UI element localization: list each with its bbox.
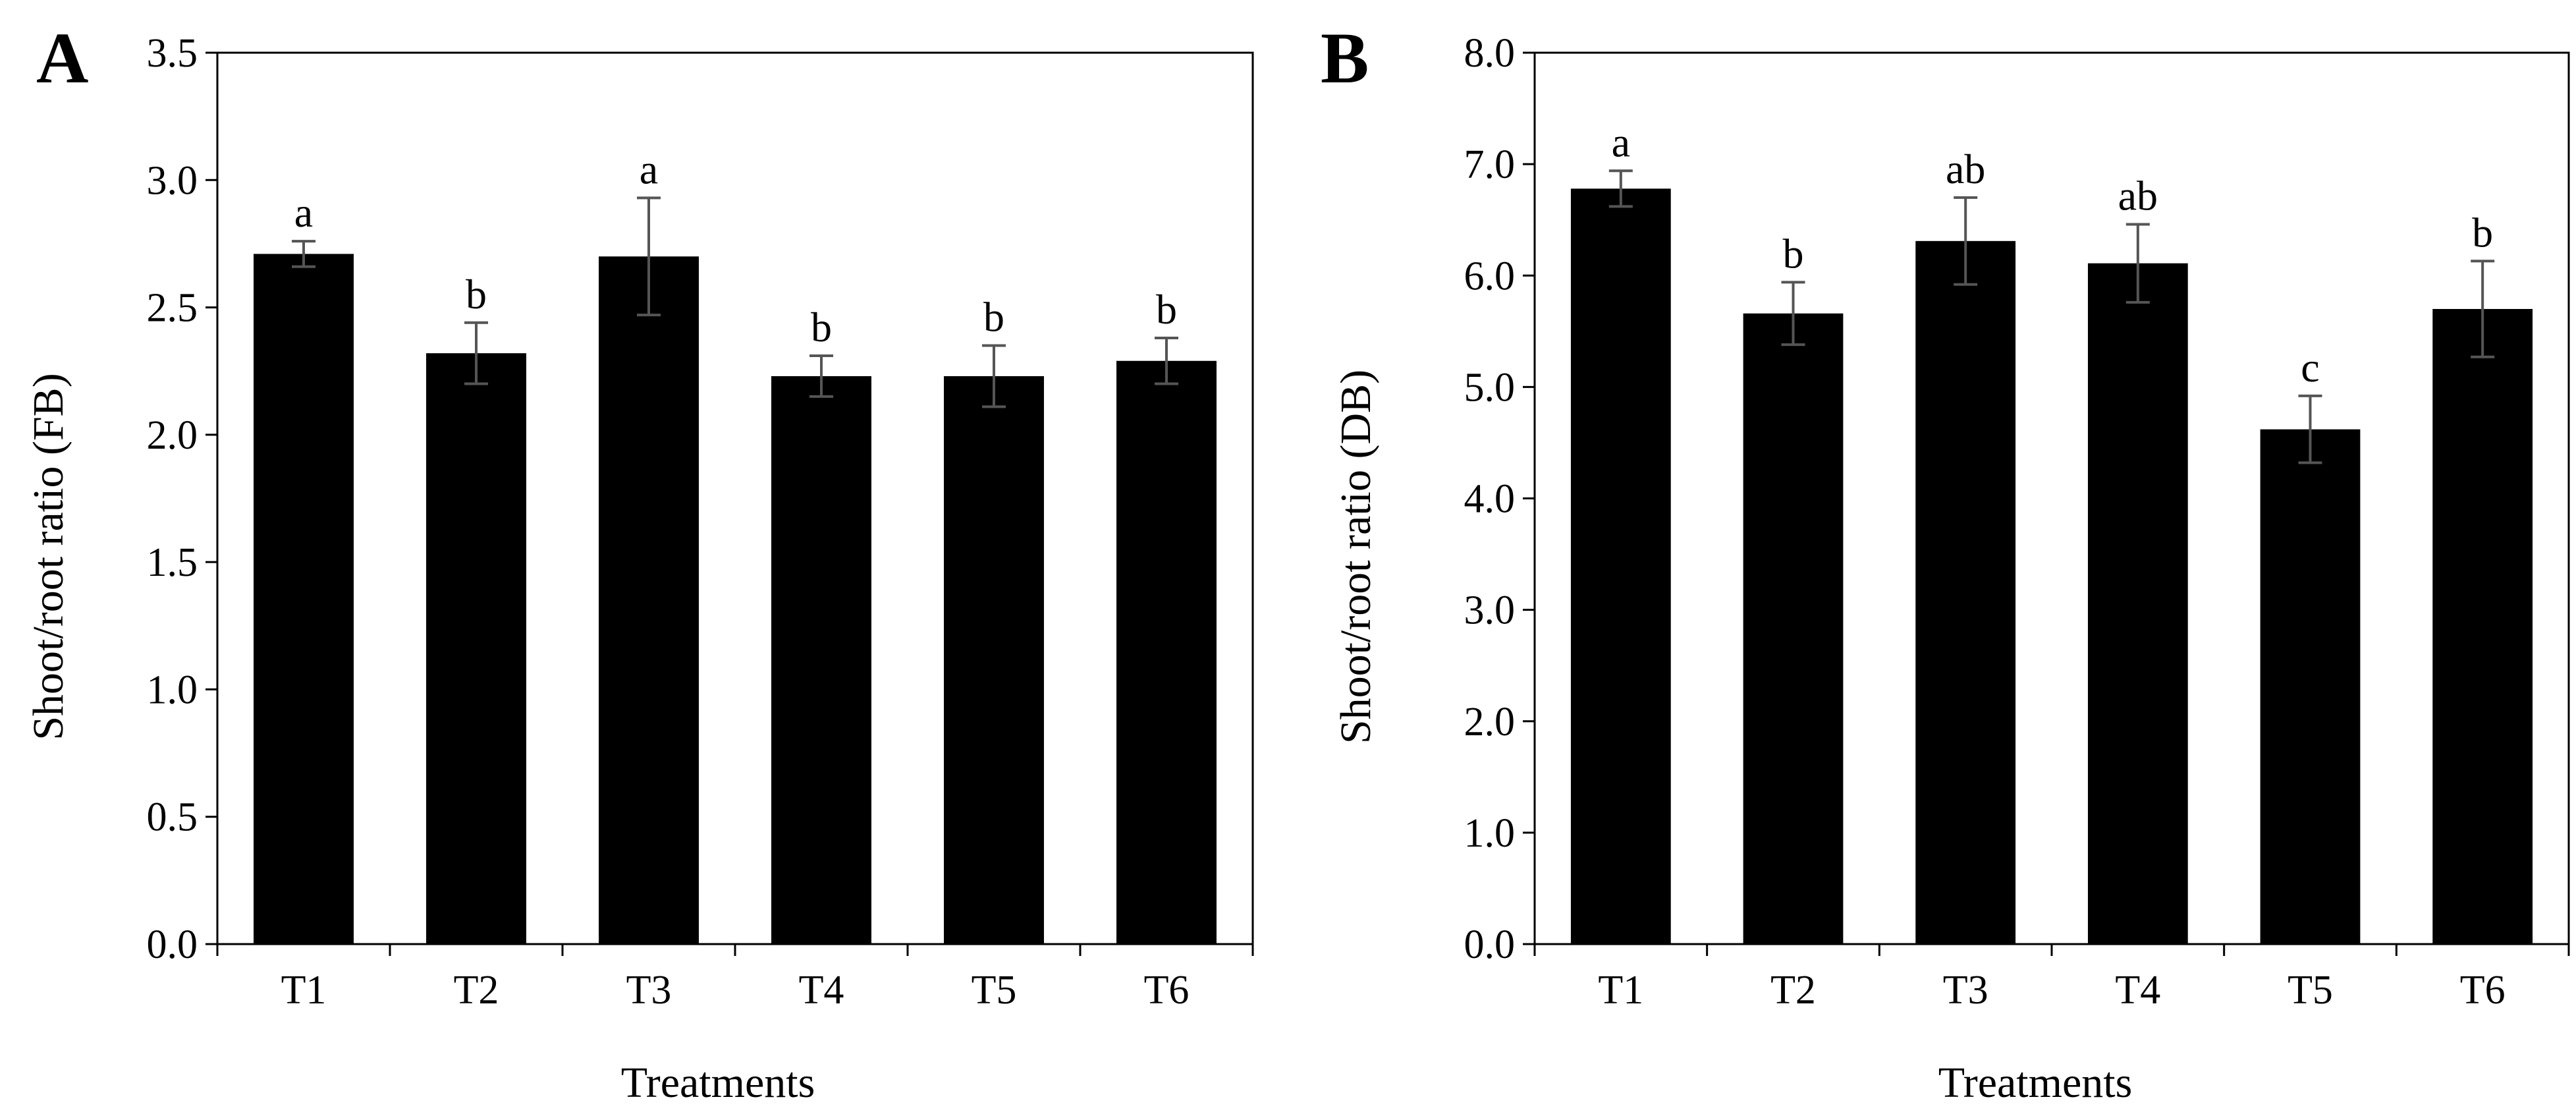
panel-a-letter: A [36,18,88,98]
panel-a-x-axis-title: Treatments [621,1059,815,1107]
panel-b-y-tick-label: 2.0 [1464,700,1516,744]
panel-b-y-tick-label: 4.0 [1464,477,1516,522]
panel-a-significance-T6: b [1156,286,1177,333]
panel-a-bar-T3 [599,256,699,945]
panel-b-bar-T5 [2260,429,2361,944]
panel-a-error-bar-T2 [464,321,488,385]
panel-b-error-bar-T5 [2298,394,2322,464]
panel-b-y-tick-label: 8.0 [1464,31,1516,76]
panel-b-x-tick-label-T3: T3 [1943,968,1988,1013]
panel-a: A Shoot/root ratio (FB) Treatments 0.0 0.… [24,18,1254,1107]
panel-b-significance-T5: c [2301,344,2319,391]
panel-a-bar-T2 [426,353,526,944]
panel-a-bar-T6 [1116,360,1217,944]
panel-a-error-bar-T3 [637,196,661,317]
panel-a-bar-T1 [254,254,354,945]
panel-b: B Shoot/root ratio (DB) Treatments 0.0 1.… [1321,18,2570,1107]
panel-b-significance-T3: ab [1946,146,1985,192]
panel-a-y-axis-title: Shoot/root ratio (FB) [24,373,72,740]
panel-a-significance-T2: b [466,271,487,318]
panel-b-y-axis-title: Shoot/root ratio (DB) [1332,370,1380,744]
panel-a-plot-frame [216,51,1254,945]
panel-b-y-tick-label: 3.0 [1464,588,1516,633]
panel-a-error-bar-T6 [1155,336,1178,385]
panel-b-significance-T2: b [1783,230,1804,277]
panel-b-error-bar-T2 [1781,281,1805,347]
panel-a-y-tick-label: 0.0 [147,922,198,967]
panel-b-significance-T4: ab [2118,172,2158,219]
panel-a-y-tick-label: 3.5 [147,31,198,76]
panel-b-letter: B [1321,18,1369,98]
panel-a-significance-T4: b [811,304,832,350]
panel-a-error-bar-T5 [982,344,1006,408]
panel-a-x-tick-label-T5: T5 [972,968,1017,1013]
panel-a-significance-T5: b [983,294,1004,341]
panel-b-error-bar-T1 [1608,169,1633,208]
panel-b-y-tick-label: 5.0 [1464,365,1516,410]
panel-b-error-bar-T3 [1954,196,1978,286]
panel-a-x-tick-label-T2: T2 [454,968,499,1013]
panel-a-bar-T4 [771,376,871,944]
panel-b-y-tick-label: 1.0 [1464,811,1516,856]
panel-a-significance-T3: a [640,146,658,192]
panel-b-x-tick-label-T4: T4 [2115,968,2160,1013]
panel-a-x-tick-label-T4: T4 [799,968,844,1013]
panel-b-x-axis-title: Treatments [1938,1059,2133,1107]
panel-b-x-tick-label-T5: T5 [2288,968,2333,1013]
panel-a-y-tick-label: 2.0 [147,413,198,458]
panel-b-error-bar-T4 [2125,223,2150,304]
panel-b-bar-T4 [2087,263,2188,944]
panel-a-y-tick-label: 1.5 [147,540,198,585]
panel-a-error-bar-T1 [292,240,315,268]
panel-a-y-tick-label: 2.5 [147,286,198,331]
panel-b-plot-frame [1533,51,2570,945]
panel-a-bar-T5 [944,376,1044,944]
panel-b-bar-T3 [1915,240,2016,944]
panel-b-x-tick-label-T6: T6 [2460,968,2506,1013]
panel-b-y-tick-label: 7.0 [1464,142,1516,187]
panel-b-bar-T1 [1570,188,1671,944]
panel-a-x-tick-label-T3: T3 [626,968,672,1013]
panel-b-significance-T1: a [1612,119,1630,165]
panel-a-y-tick-label: 3.0 [147,158,198,203]
panel-a-x-tick-label-T1: T1 [281,968,327,1013]
panel-a-y-tick-label: 1.0 [147,667,198,712]
panel-b-bar-T6 [2432,308,2533,944]
panel-b-x-tick-label-T2: T2 [1770,968,1816,1013]
panel-a-x-tick-label-T6: T6 [1144,968,1190,1013]
panel-b-y-tick-label: 0.0 [1464,922,1516,967]
panel-b-y-tick-label: 6.0 [1464,254,1516,298]
panel-b-x-tick-label-T1: T1 [1598,968,1643,1013]
panel-a-y-tick-label: 0.5 [147,795,198,840]
panel-b-bar-T2 [1743,313,1844,944]
panel-a-error-bar-T4 [809,354,833,398]
panel-b-error-bar-T6 [2471,260,2495,358]
panel-a-significance-T1: a [294,189,313,236]
panel-b-significance-T6: b [2472,209,2493,256]
